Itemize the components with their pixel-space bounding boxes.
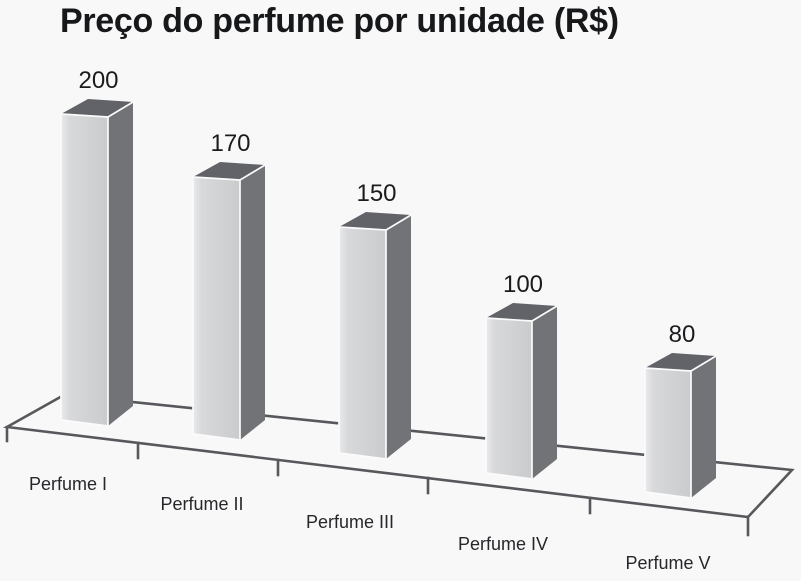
value-label-perfume-ii: 170 [210,130,250,157]
value-label-perfume-v: 80 [669,321,696,348]
chart-title: Preço do perfume por unidade (R$) [60,2,619,40]
value-label-perfume-iv: 100 [503,271,543,298]
bar-perfume-i [60,99,134,427]
bar-depth-edge [107,101,134,118]
bar-perfume-ii [192,162,266,441]
value-label-perfume-i: 200 [78,67,118,94]
bar-depth-edge [531,305,558,322]
category-labels-group: Perfume I Perfume II Perfume III Perfume IV… [29,474,711,573]
bar-side-face [532,306,557,479]
category-label-perfume-iii: Perfume III [306,512,394,532]
bar-perfume-iii [338,212,412,460]
bar-depth-edge [385,214,412,231]
bar-perfume-iv [485,303,558,480]
bar-front-face [644,367,692,499]
value-labels-group: 200 170 150 100 80 [78,67,695,348]
category-label-perfume-ii: Perfume II [160,494,243,514]
category-label-perfume-v: Perfume V [625,553,710,573]
category-axis-ticks [5,425,750,537]
category-label-perfume-i: Perfume I [29,474,107,494]
bar-front-face [485,317,533,480]
chart-floor [2,393,795,537]
bar-depth-edge [690,355,717,372]
value-label-perfume-iii: 150 [356,180,396,207]
bar-perfume-v [644,353,717,499]
bars-group [60,99,717,499]
floor-outline [2,393,795,519]
bar-side-face [108,102,133,426]
bar-front-face [60,113,109,427]
bar-side-face [691,356,716,498]
bar-side-face [240,165,265,440]
bar-depth-edge [239,164,266,181]
bar-front-face [192,176,241,441]
bar-side-face [386,215,411,459]
category-label-perfume-iv: Perfume IV [458,534,548,554]
bar-front-face [338,226,387,460]
